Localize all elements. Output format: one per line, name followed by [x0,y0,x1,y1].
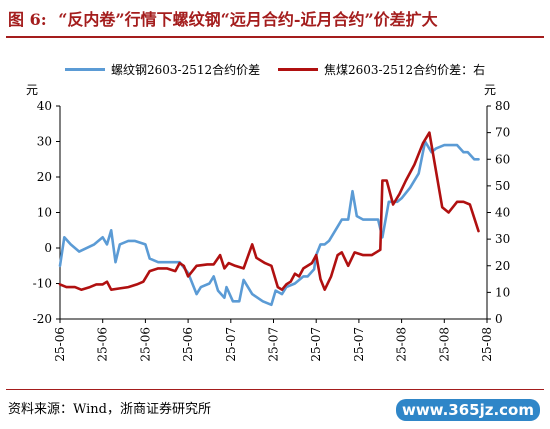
x-tick-label: 25-08 [480,327,494,362]
x-tick-label: 25-07 [309,327,323,362]
series-line-coke [58,131,480,291]
chart-series [58,131,480,307]
right-tick-label: 0 [495,312,503,326]
left-tick-label: -10 [33,277,52,291]
figure-label: 图 6: [8,10,47,29]
right-axis-unit: 元 [484,83,496,97]
left-axis-unit: 元 [26,83,38,97]
x-tick-label: 25-07 [352,327,366,362]
right-tick-label: 50 [495,179,510,193]
footer-rule [6,389,544,390]
x-tick-label: 25-06 [138,327,152,362]
figure-title: 图 6: “反内卷”行情下螺纹钢“远月合约-近月合约”价差扩大 [8,6,438,30]
x-tick-label: 25-06 [96,327,110,362]
right-tick-label: 70 [495,126,510,140]
source-note: 资料来源：Wind，浙商证券研究所 [8,402,211,417]
right-tick-label: 60 [495,152,510,166]
right-tick-label: 20 [495,259,510,273]
x-tick-label: 25-06 [181,327,195,362]
x-tick-label: 25-06 [53,327,67,362]
x-tick-label: 25-07 [267,327,281,362]
legend-swatch-coke [278,68,318,71]
legend-label-coke: 焦煤2603-2512合约价差：右 [324,63,486,77]
legend-item-coke: 焦煤2603-2512合约价差：右 [278,61,485,78]
right-tick-label: 30 [495,232,510,246]
left-tick-label: 20 [37,170,52,184]
figure-title-text: “反内卷”行情下螺纹钢“远月合约-近月合约”价差扩大 [58,10,438,29]
watermark: www.365jz.com [395,399,540,421]
left-tick-label: 10 [37,206,52,220]
left-tick-label: -20 [33,312,52,326]
legend-swatch-rebar [65,68,105,71]
x-tick-label: 25-07 [224,327,238,362]
x-tick-label: 25-08 [437,327,451,362]
legend-item-rebar: 螺纹钢2603-2512合约价差 [65,61,260,78]
right-tick-label: 10 [495,285,510,299]
legend-label-rebar: 螺纹钢2603-2512合约价差 [111,63,261,77]
title-rule [6,36,544,38]
x-tick-label: 25-08 [395,327,409,362]
left-tick-label: 30 [37,135,52,149]
left-tick-label: 40 [37,99,52,113]
right-tick-label: 40 [495,206,510,220]
chart-axes: -20 -10 0 10 20 30 40 0 10 20 30 40 50 60 70 80 25-06 25-… [33,99,511,362]
left-tick-label: 0 [44,241,52,255]
right-tick-label: 80 [495,99,510,113]
series-line-rebar [58,140,480,307]
